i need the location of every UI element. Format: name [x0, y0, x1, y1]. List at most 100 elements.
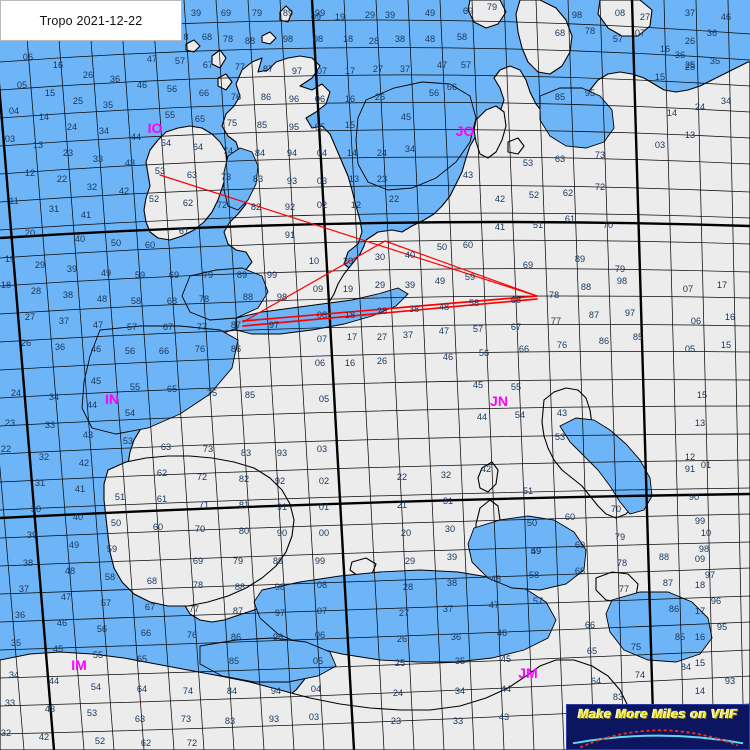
land-shetland — [279, 5, 293, 23]
grid-square-label: 8 — [183, 32, 188, 42]
grid-square-label: 43 — [557, 408, 567, 418]
grid-square-label: 16 — [53, 60, 63, 70]
grid-square-label: 94 — [287, 148, 297, 158]
grid-square-label: 23 — [5, 418, 15, 428]
grid-square-label: 45 — [501, 654, 511, 664]
land-hebrides — [211, 49, 227, 69]
grid-square-label: 67 — [163, 322, 173, 332]
grid-square-label: 57 — [101, 598, 111, 608]
land-danish-isles — [507, 137, 525, 155]
grid-square-label: 02 — [319, 476, 329, 486]
grid-square-label: 84 — [681, 662, 691, 672]
grid-square-label: 14 — [347, 148, 357, 158]
grid-square-label: 37 — [59, 316, 69, 326]
grid-square-label: 77 — [551, 316, 561, 326]
grid-square-label: 26 — [21, 338, 31, 348]
grid-square-label: 74 — [183, 686, 193, 696]
grid-square-label: 50 — [527, 518, 537, 528]
grid-square-label: 62 — [563, 188, 573, 198]
grid-square-label: 57 — [127, 322, 137, 332]
grid-field-label: JN — [490, 393, 508, 409]
grid-square-label: 63 — [161, 442, 171, 452]
grid-square-label: 98 — [699, 544, 709, 554]
grid-square-label: 76 — [195, 344, 205, 354]
grid-square-label: 13 — [685, 130, 695, 140]
grid-square-label: 86 — [231, 632, 241, 642]
grid-square-label: 19 — [343, 284, 353, 294]
grid-square-label: 38 — [409, 304, 419, 314]
grid-square-label: 15 — [45, 88, 55, 98]
grid-square-label: 41 — [495, 222, 505, 232]
grid-square-label: 37 — [443, 604, 453, 614]
grid-square-label: 86 — [231, 344, 241, 354]
grid-square-label: 25 — [73, 96, 83, 106]
grid-square-label: 58 — [529, 570, 539, 580]
grid-square-label: 76 — [231, 92, 241, 102]
propagation-paths — [159, 174, 538, 327]
grid-square-label: 60 — [463, 240, 473, 250]
grid-square-label: 03 — [5, 134, 15, 144]
grid-square-label: 67 — [203, 60, 213, 70]
field-boundary-IO-JO-meridian — [310, 0, 356, 750]
grid-square-label: 96 — [289, 94, 299, 104]
grid-square-label: 98 — [275, 582, 285, 592]
grid-square-label: 78 — [617, 558, 627, 568]
grid-square-label: 48 — [439, 302, 449, 312]
grid-square-label: 29 — [365, 10, 375, 20]
grid-square-label: 03 — [317, 176, 327, 186]
grid-square-label: 20 — [401, 528, 411, 538]
grid-square-label: 07 — [317, 66, 327, 76]
grid-square-label: 32 — [39, 452, 49, 462]
grid-square-label: 88 — [235, 582, 245, 592]
grid-square-label: 52 — [529, 190, 539, 200]
grid-square-label: 46 — [443, 352, 453, 362]
watermark-hop-arc — [579, 729, 739, 749]
grid-square-label: 01 — [319, 502, 329, 512]
grid-square-label: 93 — [725, 676, 735, 686]
grid-square-label: 70 — [195, 524, 205, 534]
grid-square-label: 77 — [189, 604, 199, 614]
grid-square-label: 42 — [119, 186, 129, 196]
grid-square-label: 26 — [377, 356, 387, 366]
grid-square-label: 42 — [495, 194, 505, 204]
grid-square-label: 27 — [640, 12, 650, 22]
grid-square-label: 07 — [317, 334, 327, 344]
grid-square-label: 76 — [187, 630, 197, 640]
grid-square-label: 39 — [191, 8, 201, 18]
grid-square-label: 66 — [199, 88, 209, 98]
grid-square-label: 83 — [225, 716, 235, 726]
grid-square-label: 26 — [397, 634, 407, 644]
grid-square-label: 38 — [447, 578, 457, 588]
grid-square-label: 49 — [101, 268, 111, 278]
grid-square-label: 30 — [375, 252, 385, 262]
grid-square-label: 68 — [511, 295, 521, 305]
grid-square-label: 40 — [75, 234, 85, 244]
grid-square-label: 99 — [315, 8, 325, 18]
grid-square-label: 17 — [347, 332, 357, 342]
grid-square-label: 53 — [155, 166, 165, 176]
grid-square-label: 34 — [405, 144, 415, 154]
grid-square-label: 01 — [701, 460, 711, 470]
grid-square-label: 17 — [695, 606, 705, 616]
grid-square-label: 18 — [345, 310, 355, 320]
grid-square-label: 28 — [377, 306, 387, 316]
grid-square-label: 40 — [405, 250, 415, 260]
grid-square-label: 56 — [97, 624, 107, 634]
grid-square-label: 43 — [499, 712, 509, 722]
grid-square-label: 59 — [465, 272, 475, 282]
grid-square-label: 46 — [137, 80, 147, 90]
grid-square-label: 88 — [243, 292, 253, 302]
grid-square-label: 16 — [345, 358, 355, 368]
grid-square-label: 78 — [199, 294, 209, 304]
grid-square-label: 56 — [429, 88, 439, 98]
grid-field-label: IN — [105, 391, 119, 407]
grid-square-label: 97 — [292, 66, 302, 76]
grid-square-label: 43 — [45, 704, 55, 714]
grid-square-label: 32 — [1, 728, 11, 738]
grid-square-label: 20 — [25, 228, 35, 238]
grid-square-label: 63 — [135, 714, 145, 724]
grid-square-label: 19 — [335, 12, 345, 22]
grid-square-label: 26 — [685, 36, 695, 46]
grid-square-label: 72 — [187, 738, 197, 748]
